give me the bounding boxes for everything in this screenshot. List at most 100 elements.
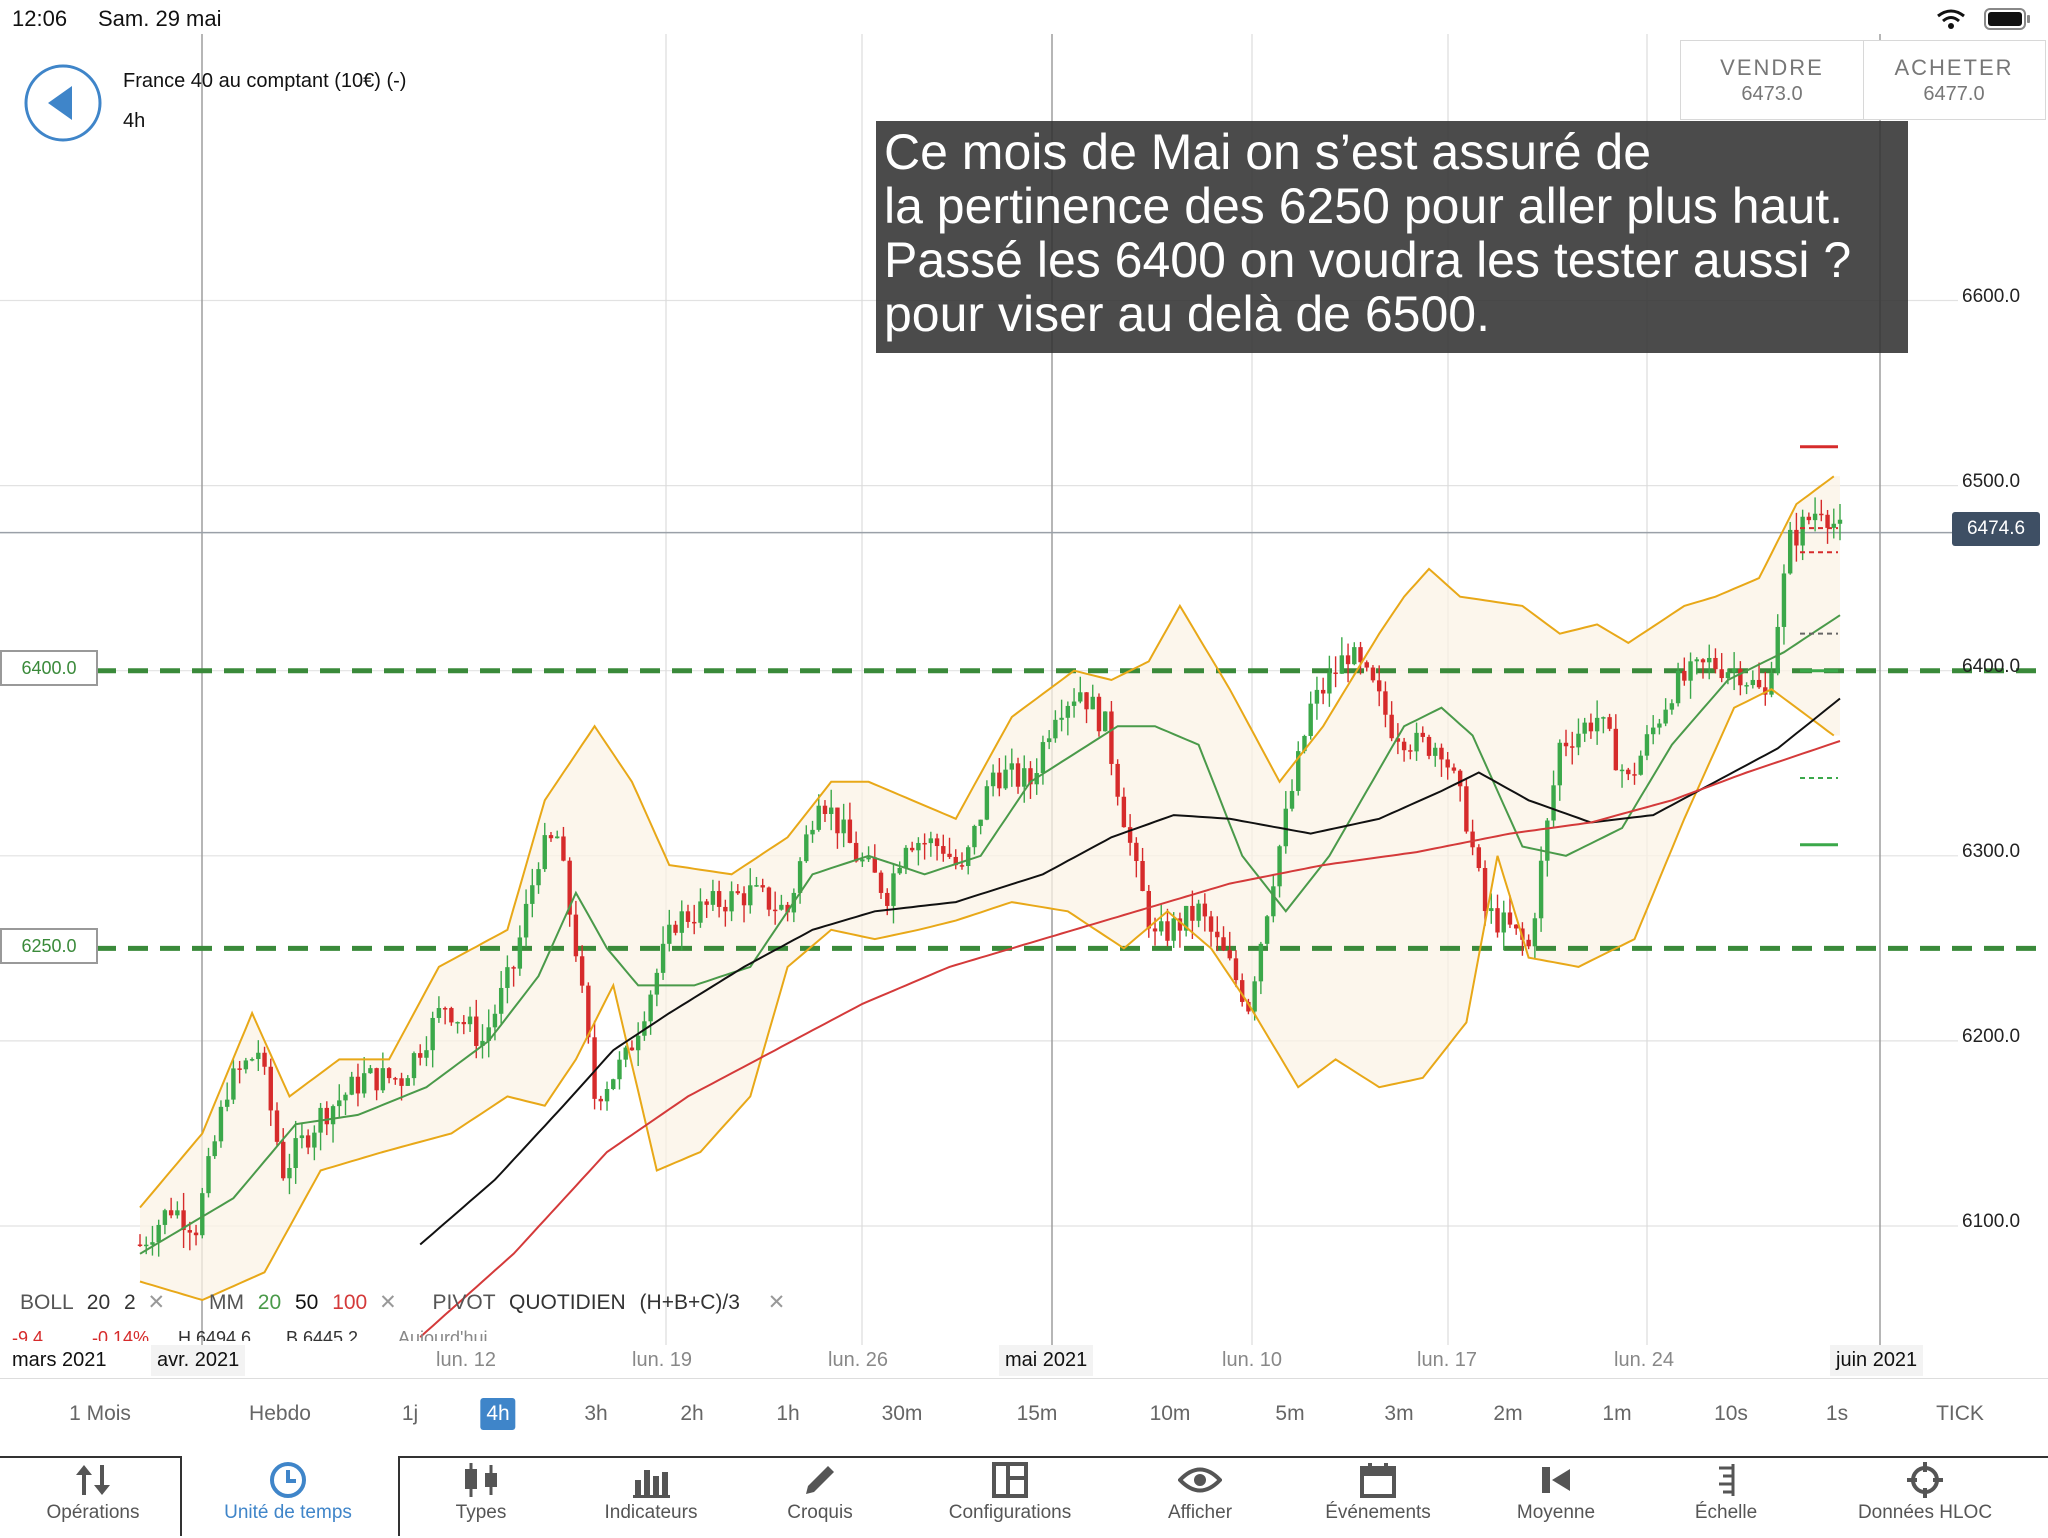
timeframe-1m[interactable]: 1m	[1602, 1402, 1632, 1425]
candle-body	[592, 1037, 597, 1099]
mm-100: 100	[332, 1291, 368, 1314]
toolbar-average[interactable]: Moyenne	[1476, 1460, 1636, 1524]
buy-button[interactable]: ACHETER 6477.0	[1863, 41, 2045, 119]
candle-body	[1812, 513, 1818, 521]
ma100-line	[419, 740, 1841, 1338]
candle-body	[492, 1013, 498, 1028]
toolbar-eye[interactable]: Afficher	[1120, 1460, 1280, 1524]
toolbar-calendar[interactable]: Événements	[1298, 1460, 1458, 1524]
candle-body	[1756, 679, 1762, 688]
candle-body	[243, 1060, 249, 1070]
candle-body	[1707, 657, 1712, 663]
candle-body	[885, 892, 890, 906]
candle-body	[1327, 672, 1332, 694]
candle-body	[262, 1052, 267, 1067]
boll-name: BOLL	[20, 1291, 73, 1314]
candle-body	[467, 1016, 473, 1025]
annotation-line: la pertinence des 6250 pour aller plus h…	[884, 178, 1843, 234]
timeframe-1h[interactable]: 1h	[776, 1402, 800, 1425]
timeframe-1j[interactable]: 1j	[401, 1402, 419, 1425]
candle-body	[1227, 950, 1232, 959]
candle-body	[1103, 711, 1108, 732]
candle-body	[337, 1100, 342, 1107]
date-label: mars 2021	[12, 1349, 107, 1371]
candle-body	[692, 921, 697, 924]
timeframe-hebdo[interactable]: Hebdo	[249, 1402, 311, 1425]
info-low: B 6445.2	[286, 1328, 359, 1341]
timeframe-2h[interactable]: 2h	[680, 1402, 704, 1425]
candle-body	[1626, 769, 1631, 775]
battery-icon	[1984, 8, 2032, 37]
layout-icon	[930, 1460, 1090, 1500]
toolbar-bar-chart[interactable]: Indicateurs	[571, 1460, 731, 1524]
toolbar-operations[interactable]: Opérations	[13, 1460, 173, 1524]
candle-body	[374, 1068, 379, 1091]
candle-body	[1283, 808, 1288, 847]
candle-body	[150, 1242, 155, 1245]
back-button[interactable]	[24, 64, 102, 147]
candle-body	[1071, 701, 1077, 706]
price-axis-label: 6400.0	[1962, 656, 2021, 677]
boll-remove-icon[interactable]: ✕	[147, 1291, 166, 1314]
status-time: 12:06	[12, 6, 68, 31]
timeframe-15m[interactable]: 15m	[1016, 1402, 1058, 1425]
candle-body	[1015, 763, 1021, 787]
candle-body	[1239, 980, 1245, 1002]
candle-body	[536, 869, 541, 886]
candle-body	[1738, 668, 1743, 686]
info-change-pct: -0.14%	[92, 1328, 150, 1341]
candle-body	[1258, 943, 1264, 982]
mm-20: 20	[257, 1291, 282, 1314]
pivot-name: PIVOT	[432, 1291, 496, 1314]
timeframe-1-mois[interactable]: 1 Mois	[69, 1402, 131, 1425]
level-6400-label[interactable]: 6400.0	[0, 650, 98, 686]
mm-remove-icon[interactable]: ✕	[379, 1291, 397, 1314]
candle-body	[1476, 847, 1482, 869]
candle-body	[1196, 903, 1201, 921]
timeframe-3m[interactable]: 3m	[1384, 1402, 1414, 1425]
timeframe-30m[interactable]: 30m	[881, 1402, 923, 1425]
candle-body	[1601, 717, 1606, 719]
toolbar-clock[interactable]: Unité de temps	[208, 1460, 368, 1524]
timeframe-2m[interactable]: 2m	[1493, 1402, 1523, 1425]
candle-body	[1769, 673, 1774, 695]
timeframe-10m[interactable]: 10m	[1149, 1402, 1191, 1425]
pivot-remove-icon[interactable]: ✕	[767, 1291, 786, 1314]
timeframe-4h[interactable]: 4h	[480, 1398, 516, 1430]
toolbar-label: Données HLOC	[1857, 1502, 1993, 1523]
toolbar-scale[interactable]: Échelle	[1646, 1460, 1806, 1524]
toolbar-label: Indicateurs	[604, 1502, 698, 1523]
toolbar-layout[interactable]: Configurations	[930, 1460, 1090, 1524]
candle-body	[1588, 722, 1594, 732]
candle-body	[629, 1047, 635, 1051]
candle-body	[748, 885, 753, 906]
chart-annotation[interactable]: Ce mois de Mai on s’est assuré de la pert…	[876, 121, 1908, 353]
timeframe-5m[interactable]: 5m	[1275, 1402, 1305, 1425]
sell-button[interactable]: VENDRE 6473.0	[1681, 41, 1864, 119]
candle-body	[324, 1107, 330, 1125]
candle-body	[168, 1210, 174, 1216]
candle-body	[175, 1210, 180, 1216]
candle-body	[1794, 529, 1799, 546]
toolbar-pencil[interactable]: Croquis	[740, 1460, 900, 1524]
timeframe-1s[interactable]: 1s	[1825, 1402, 1849, 1425]
toolbar-crosshair[interactable]: Données HLOC	[1845, 1460, 2005, 1524]
candle-body	[679, 911, 684, 933]
timeframe-3h[interactable]: 3h	[584, 1402, 608, 1425]
level-6250-label[interactable]: 6250.0	[0, 928, 98, 964]
bollinger-lower-line	[139, 688, 1835, 1302]
candle-body	[635, 1035, 641, 1051]
toolbar-candlestick[interactable]: Types	[401, 1460, 561, 1524]
candle-body	[1563, 742, 1569, 747]
candle-body	[449, 1008, 454, 1023]
candle-body	[1264, 916, 1270, 944]
timeframe-bar	[0, 1378, 2048, 1457]
timeframe-tick[interactable]: TICK	[1936, 1402, 1984, 1425]
candle-body	[393, 1078, 398, 1080]
candle-body	[1725, 672, 1731, 679]
candle-body	[156, 1224, 161, 1243]
bollinger-upper-line	[139, 475, 1835, 1209]
candle-body	[293, 1138, 298, 1169]
timeframe-10s[interactable]: 10s	[1714, 1402, 1748, 1425]
candle-body	[903, 847, 909, 868]
